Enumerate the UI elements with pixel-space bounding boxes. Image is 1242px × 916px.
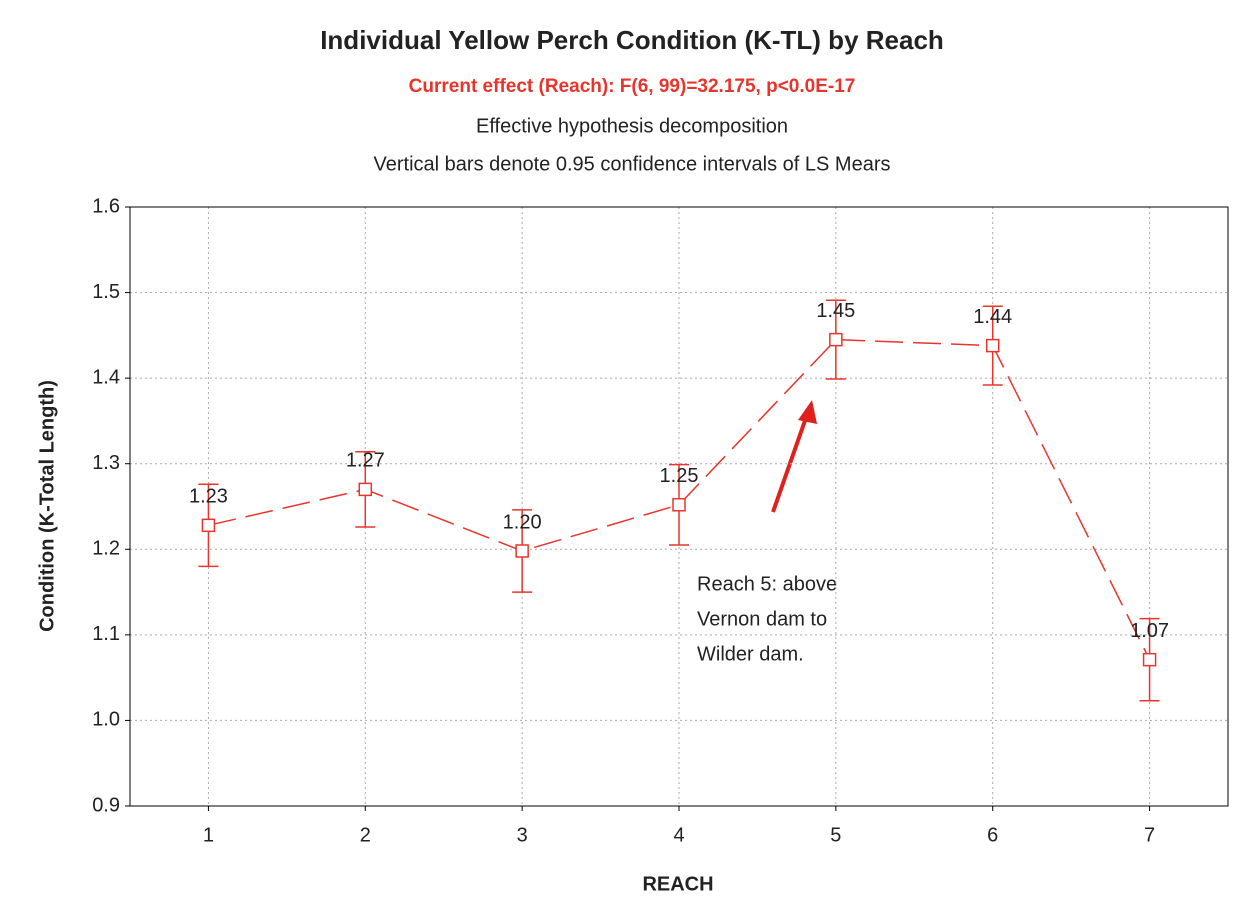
marker — [829, 332, 843, 347]
data-label: 1.07 — [1130, 620, 1169, 642]
y-tick-label: 1.0 — [92, 709, 120, 731]
annotation: Vernon dam to — [697, 608, 827, 630]
y-tick-label: 1.5 — [92, 281, 120, 303]
y-tick-label: 1.1 — [92, 623, 120, 645]
y-tick-label: 1.4 — [92, 366, 120, 388]
marker — [201, 518, 216, 533]
marker — [985, 338, 1000, 353]
x-axis-label: REACH — [642, 873, 713, 895]
x-tick-label: 7 — [1144, 824, 1155, 846]
data-label: 1.45 — [816, 300, 855, 322]
data-label: 1.20 — [503, 511, 542, 533]
arrow-head — [798, 400, 817, 424]
y-axis-label: Condition (K-Total Length) — [36, 380, 58, 632]
annotation: Reach 5: above — [697, 573, 837, 595]
arrow — [771, 411, 810, 513]
chart-note: Effective hypothesis decomposition — [476, 115, 788, 137]
chart-subtitle: Current effect (Reach): F(6, 99)=32.175,… — [409, 76, 856, 97]
x-tick-label: 1 — [203, 824, 214, 846]
data-label: 1.27 — [346, 450, 385, 472]
y-tick-label: 1.3 — [92, 452, 120, 474]
marker — [515, 544, 529, 558]
plot-frame — [129, 206, 1229, 807]
x-tick-label: 3 — [517, 824, 528, 846]
x-tick-label: 6 — [987, 824, 998, 846]
y-tick-label: 1.2 — [92, 538, 120, 560]
annotation: Wilder dam. — [697, 643, 804, 665]
data-label: 1.23 — [189, 486, 228, 508]
y-tick-label: 0.9 — [92, 794, 120, 816]
marker — [358, 482, 373, 497]
x-tick-label: 2 — [360, 824, 371, 846]
marker — [1142, 652, 1157, 667]
data-label: 1.25 — [660, 465, 699, 487]
marker — [672, 498, 686, 512]
x-tick-label: 4 — [673, 824, 684, 846]
x-tick-label: 5 — [830, 824, 841, 846]
chart-note: Vertical bars denote 0.95 confidence int… — [374, 153, 891, 175]
data-label: 1.44 — [973, 306, 1012, 328]
y-tick-label: 1.6 — [92, 195, 120, 217]
chart-title: Individual Yellow Perch Condition (K-TL)… — [320, 25, 944, 55]
